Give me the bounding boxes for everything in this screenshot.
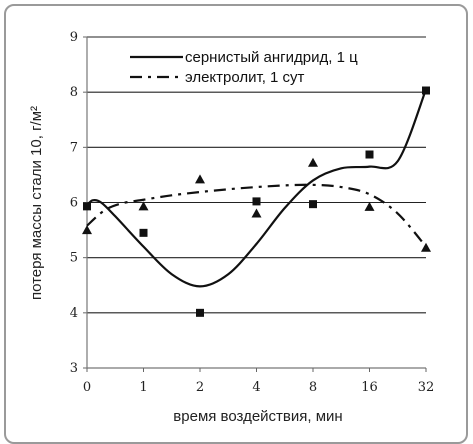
y-tick-label: 9 — [70, 30, 78, 45]
y-tick-labels: 3 4 5 6 7 8 9 — [70, 30, 78, 376]
square-marker — [139, 228, 148, 237]
x-tick-label: 8 — [309, 380, 317, 395]
x-tick-labels: 0 1 2 4 8 16 32 — [83, 380, 434, 395]
x-axis-title: время воздействия, мин — [173, 408, 342, 425]
series-line-0 — [86, 89, 428, 288]
y-tick-label: 8 — [70, 85, 78, 100]
y-tick-label: 7 — [70, 140, 78, 155]
y-tick-label: 5 — [70, 251, 78, 266]
triangle-marker — [82, 225, 92, 235]
legend-label-electrolyte: электролит, 1 сут — [185, 69, 305, 86]
square-marker — [83, 202, 91, 211]
square-marker — [196, 308, 204, 317]
x-tick-label: 2 — [196, 380, 204, 395]
square-marker — [309, 200, 317, 209]
y-axis-title: потеря массы стали 10, г/м² — [28, 106, 45, 300]
triangle-marker — [364, 201, 375, 211]
series-lines — [86, 89, 428, 288]
y-tick-label: 3 — [70, 361, 78, 376]
square-marker — [422, 86, 430, 95]
legend: сернистый ангидрид, 1 ц электролит, 1 су… — [130, 49, 358, 86]
chart-svg: 3 4 5 6 7 8 9 0 1 2 4 8 16 32 время воздействия, мин… — [28, 30, 434, 425]
legend-label-sulfur: сернистый ангидрид, 1 ц — [185, 49, 358, 66]
triangle-marker — [138, 201, 149, 211]
triangle-marker — [195, 174, 205, 184]
y-tick-label: 4 — [70, 306, 78, 321]
series-markers — [82, 86, 431, 317]
triangle-marker — [251, 208, 262, 218]
x-tick-label: 16 — [361, 380, 378, 395]
y-tick-label: 6 — [70, 196, 78, 211]
x-tick-label: 32 — [418, 380, 435, 395]
x-tick-label: 0 — [83, 380, 91, 395]
triangle-marker — [421, 242, 431, 252]
square-marker — [365, 150, 374, 159]
x-tick-label: 1 — [139, 380, 147, 395]
chart-frame — [4, 4, 468, 444]
series-line-1 — [86, 183, 427, 248]
x-tick-label: 4 — [252, 380, 260, 395]
square-marker — [252, 197, 261, 206]
triangle-marker — [308, 157, 318, 167]
